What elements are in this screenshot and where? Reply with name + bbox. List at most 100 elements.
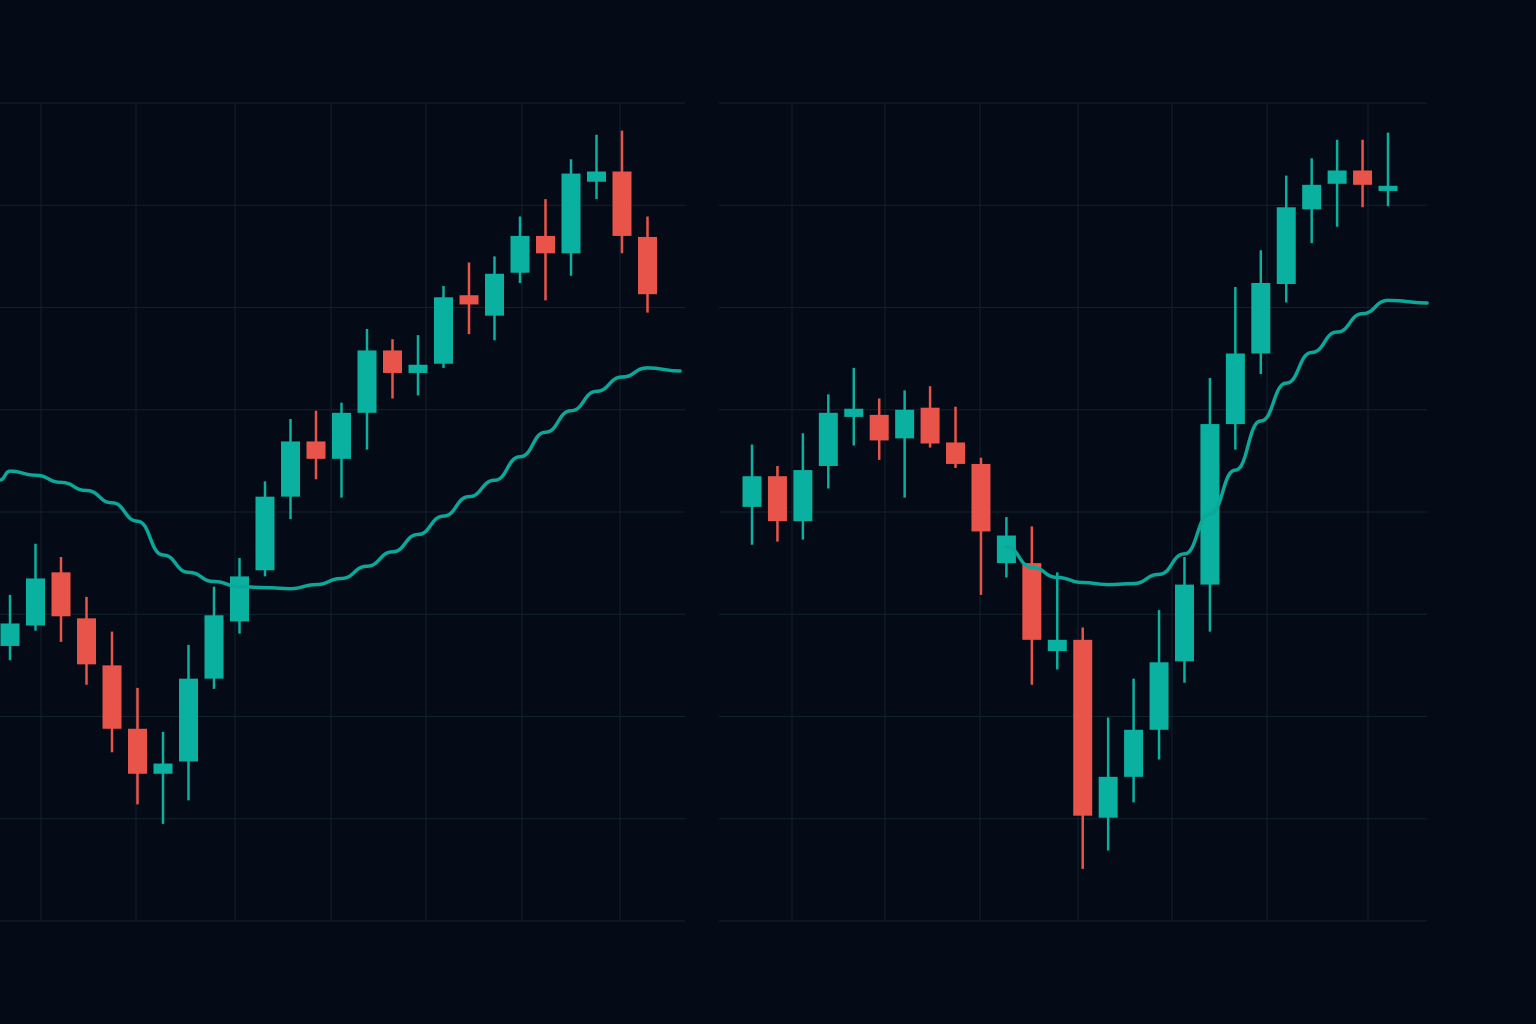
candle-down	[920, 386, 940, 448]
candle-body	[357, 350, 377, 413]
candle-body	[1174, 584, 1194, 662]
candle-body	[1047, 639, 1067, 652]
candle-down	[1353, 139, 1373, 208]
candle-body	[510, 235, 530, 273]
candle-up	[1378, 132, 1398, 207]
candle-body	[536, 235, 555, 254]
candle-body	[869, 414, 889, 441]
candle-body	[996, 535, 1016, 564]
candle-up	[1174, 556, 1194, 683]
candle-up	[434, 286, 453, 368]
candle-up	[1098, 717, 1118, 851]
candle-body	[459, 295, 479, 305]
moving-average-line	[0, 366, 682, 591]
candle-up	[793, 433, 813, 540]
candle-body	[920, 407, 940, 444]
candle-body	[1378, 185, 1398, 191]
candle-up	[1149, 610, 1169, 760]
candle-body	[281, 441, 300, 497]
candle-body	[946, 442, 966, 464]
candle-up	[1124, 678, 1144, 803]
gridlines	[0, 102, 685, 922]
candle-body	[1353, 170, 1373, 185]
candle-up	[0, 594, 20, 661]
candle-down	[128, 687, 147, 805]
candle-body	[51, 572, 71, 617]
candle-body	[1302, 184, 1322, 210]
candle-body	[204, 615, 224, 679]
candle-up	[818, 394, 838, 489]
candle-up	[1047, 572, 1067, 670]
candle-up	[510, 216, 530, 283]
candle-body	[587, 171, 606, 182]
candle-up	[587, 134, 606, 200]
candle-up	[1302, 158, 1322, 244]
candle-up	[357, 328, 377, 450]
candle-down	[536, 199, 555, 301]
candle-body	[742, 476, 762, 507]
candle-body	[408, 364, 428, 373]
candle-up	[179, 644, 198, 801]
candle-body	[1073, 639, 1093, 816]
candle-up	[742, 444, 762, 545]
moving-average-line	[1004, 298, 1429, 587]
candle-down	[612, 130, 632, 254]
candle-body	[26, 578, 45, 626]
candle-up	[1327, 139, 1347, 227]
candle-down	[306, 410, 326, 480]
candle-down	[946, 406, 966, 469]
candle-up	[895, 390, 915, 498]
candle-body	[485, 273, 504, 316]
candle-body	[1124, 729, 1144, 777]
candle-body	[332, 412, 351, 459]
candle-body	[1251, 282, 1271, 354]
candle-down	[459, 262, 479, 335]
candle-body	[179, 678, 198, 762]
candles	[0, 130, 657, 824]
candle-down	[869, 398, 889, 460]
candle-up	[204, 586, 224, 689]
candle-body	[1225, 353, 1245, 425]
candle-up	[1251, 250, 1271, 374]
candle-body	[0, 623, 20, 646]
candle-down	[1022, 526, 1042, 685]
candle-down	[1073, 627, 1093, 869]
chart-panel-2	[719, 102, 1429, 922]
candle-body	[383, 350, 402, 373]
candle-up	[332, 402, 351, 498]
candle-up	[485, 256, 504, 341]
candle-body	[230, 576, 249, 622]
candle-up	[844, 367, 864, 446]
candles	[742, 132, 1398, 869]
candle-body	[1149, 662, 1169, 730]
candle-down	[102, 631, 122, 753]
candle-body	[767, 476, 787, 522]
candle-body	[153, 763, 173, 774]
candle-down	[767, 465, 787, 542]
candle-down	[383, 339, 402, 399]
candle-body	[306, 441, 326, 459]
candle-body	[818, 412, 838, 466]
candle-up	[408, 335, 428, 396]
candle-down	[971, 457, 991, 595]
candle-up	[561, 159, 581, 276]
candle-down	[638, 216, 657, 313]
candle-body	[638, 236, 657, 295]
candle-body	[561, 173, 581, 254]
candle-body	[1327, 170, 1347, 184]
candle-up	[1276, 175, 1296, 303]
candle-down	[77, 596, 96, 685]
candle-body	[434, 297, 453, 364]
candle-body	[895, 409, 915, 439]
candle-body	[971, 463, 991, 532]
candle-down	[51, 556, 71, 642]
candle-body	[844, 408, 864, 417]
chart-panel-1	[0, 102, 685, 922]
candle-body	[1276, 207, 1296, 284]
candle-up	[153, 731, 173, 824]
candle-up	[255, 481, 275, 577]
candle-body	[1098, 776, 1118, 818]
candle-body	[1200, 424, 1220, 585]
candle-body	[128, 728, 147, 774]
